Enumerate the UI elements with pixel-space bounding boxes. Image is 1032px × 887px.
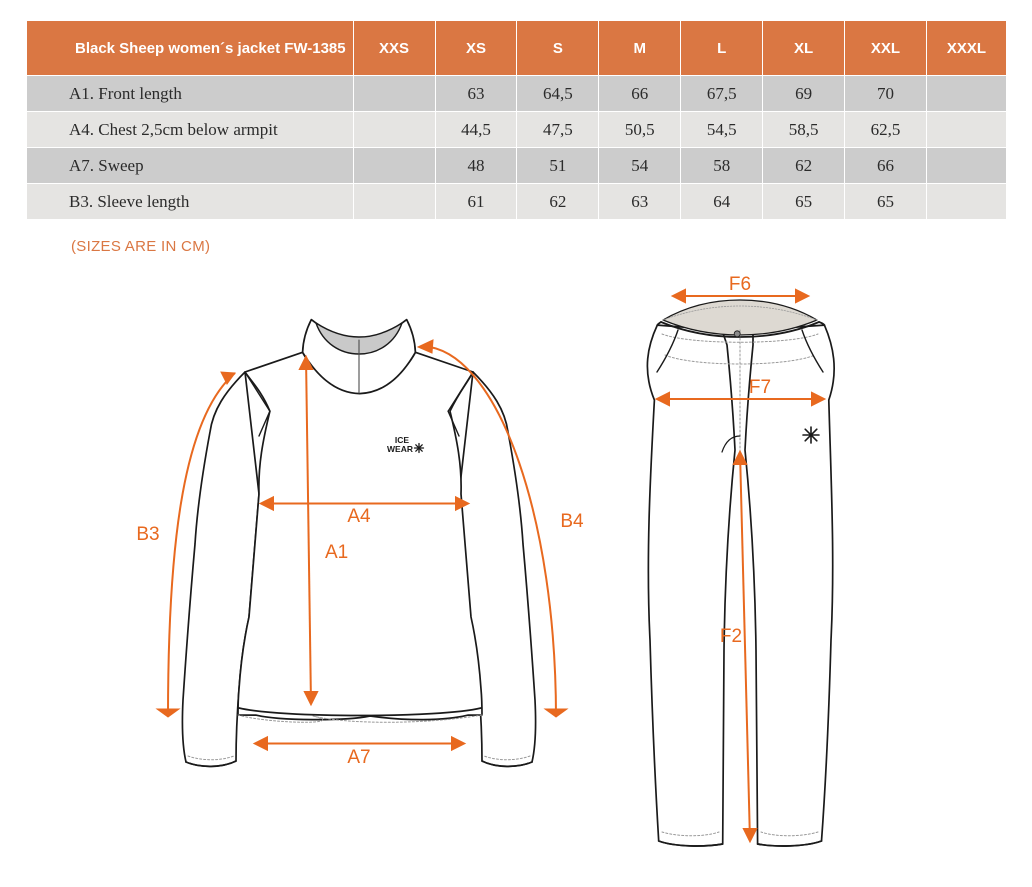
svg-text:F2: F2 [720, 626, 742, 647]
svg-text:WEAR: WEAR [387, 444, 413, 454]
svg-text:B4: B4 [560, 511, 584, 532]
svg-text:F6: F6 [729, 274, 751, 295]
svg-text:A7: A7 [347, 747, 370, 768]
svg-text:A4: A4 [347, 506, 371, 527]
svg-text:A1: A1 [325, 542, 348, 563]
svg-text:B3: B3 [136, 524, 159, 545]
svg-text:F7: F7 [749, 377, 771, 398]
